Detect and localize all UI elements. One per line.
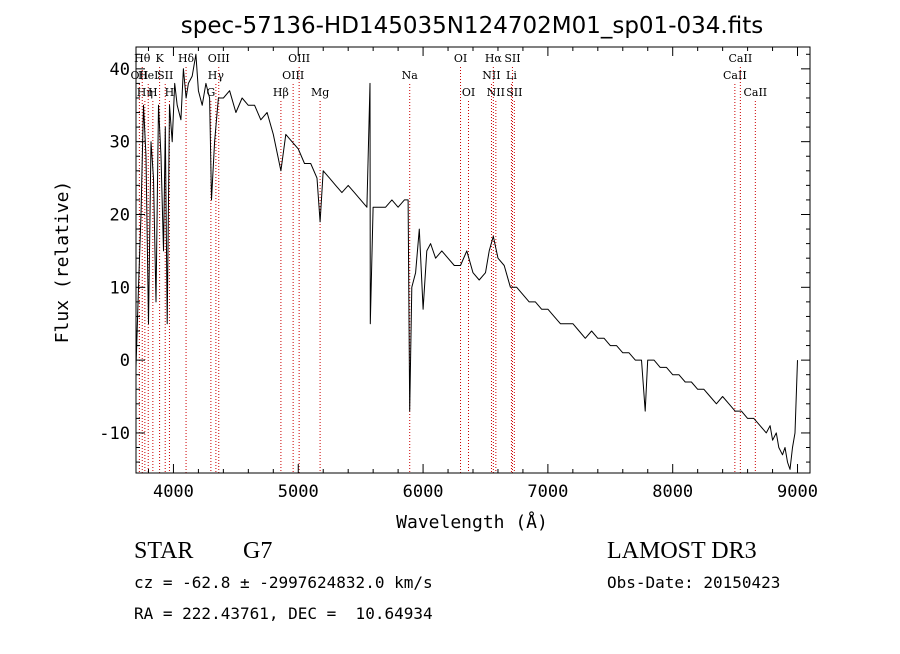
line-marker-label-23: SII — [504, 52, 520, 65]
line-marker-label-16: Na — [402, 69, 419, 82]
x-tick-label-5: 9000 — [777, 482, 818, 502]
chart-title: spec-57136-HD145035N124702M01_sp01-034.f… — [181, 13, 763, 39]
x-tick-label-4: 8000 — [652, 482, 693, 502]
line-marker-label-12: Hβ — [273, 86, 289, 99]
x-tick-label-1: 5000 — [278, 482, 319, 502]
y-axis-label: Flux (relative) — [52, 181, 73, 344]
line-marker-label-27: CaII — [743, 86, 767, 99]
line-marker-label-25: CaII — [723, 69, 747, 82]
y-tick-label-0: -10 — [99, 424, 130, 444]
line-marker-label-10: Hγ — [208, 69, 225, 82]
line-marker-label-8: Hδ — [178, 52, 195, 65]
object-subclass: G7 — [243, 538, 273, 564]
survey-name: LAMOST DR3 — [607, 538, 757, 564]
line-marker-label-3: HeI — [138, 69, 158, 82]
line-marker-label-26: CaII — [729, 52, 753, 65]
spectrum-line-0 — [135, 53, 798, 470]
line-marker-label-14: OIII — [288, 52, 310, 65]
line-marker-label-21: NII — [487, 86, 505, 99]
line-marker-label-24: SII — [506, 86, 522, 99]
line-marker-label-5: K — [155, 52, 164, 65]
y-tick-label-5: 40 — [110, 60, 130, 80]
y-tick-label-4: 30 — [110, 133, 130, 153]
x-tick-label-3: 7000 — [527, 482, 568, 502]
x-tick-label-2: 6000 — [403, 482, 444, 502]
line-marker-label-7: H — [165, 86, 175, 99]
line-marker-label-17: OI — [454, 52, 467, 65]
spectral-line-markers: OII Hθ Hη HeI H K SII H Hδ G Hγ OIII Hβ OIII OIII Mg Na O… — [131, 52, 767, 473]
spectrum-series — [135, 53, 798, 470]
y-tick-label-3: 20 — [110, 205, 130, 225]
line-marker-label-2: Hη — [137, 86, 153, 99]
line-marker-label-18: OI — [462, 86, 475, 99]
line-marker-label-22: Li — [506, 69, 517, 82]
line-marker-label-15: Mg — [311, 86, 329, 99]
object-class: STAR — [134, 538, 194, 564]
obs-date: Obs-Date: 20150423 — [607, 573, 781, 592]
x-axis-label: Wavelength (Å) — [396, 511, 548, 533]
line-marker-label-6: SII — [157, 69, 173, 82]
y-tick-label-2: 10 — [110, 278, 130, 298]
axes: 4000 5000 6000 7000 8000 9000 -10 0 10 20 30 40 — [99, 47, 818, 502]
line-marker-label-1: Hθ — [134, 52, 151, 65]
line-marker-label-0: OII — [131, 69, 149, 82]
x-tick-label-0: 4000 — [153, 482, 194, 502]
line-marker-label-13: OIII — [282, 69, 304, 82]
coordinates: RA = 222.43761, DEC = 10.64934 — [134, 604, 433, 623]
y-tick-label-1: 0 — [120, 351, 130, 371]
redshift-line: cz = -62.8 ± -2997624832.0 km/s — [134, 573, 433, 592]
line-marker-label-11: OIII — [208, 52, 230, 65]
line-marker-label-4: H — [148, 86, 158, 99]
line-marker-label-9: G — [206, 86, 215, 99]
line-marker-label-19: NII — [482, 69, 500, 82]
line-marker-label-20: Hα — [485, 52, 503, 65]
